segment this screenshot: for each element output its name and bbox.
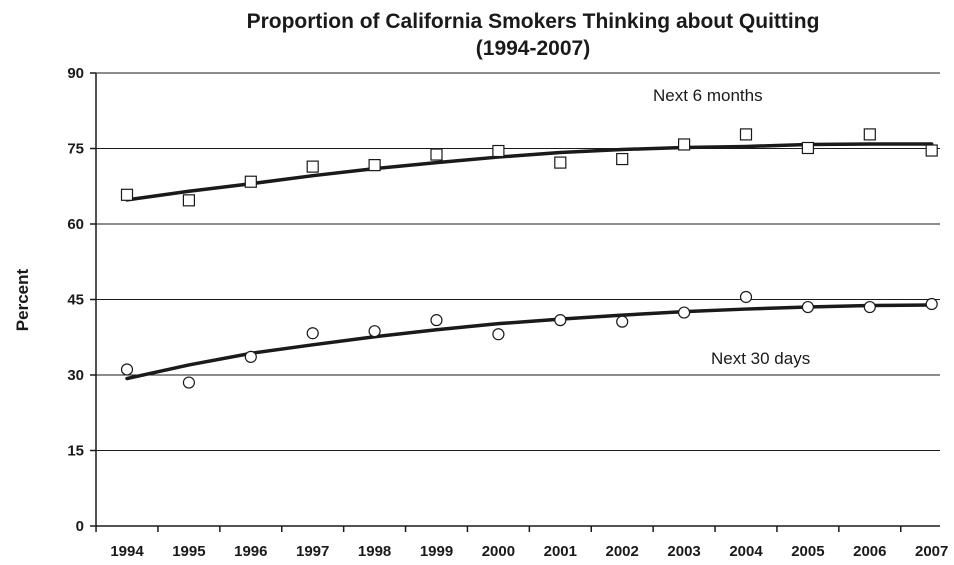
grid-lines <box>96 72 940 451</box>
square-marker <box>120 188 134 201</box>
circle-marker <box>306 327 319 340</box>
y-tick-label: 30 <box>67 367 84 384</box>
x-tick-label: 2004 <box>729 543 763 560</box>
square-marker <box>801 141 815 155</box>
circle-marker <box>430 314 443 327</box>
x-tick-label: 2005 <box>791 543 824 560</box>
circle-marker <box>554 314 567 327</box>
square-marker <box>244 175 257 188</box>
x-tick-label: 2006 <box>853 543 886 560</box>
trend-lines <box>125 142 934 381</box>
square-marker <box>739 128 753 141</box>
circle-marker <box>616 315 629 328</box>
annotation-next-6-months: Next 6 months <box>653 86 763 105</box>
circle-marker <box>677 306 691 319</box>
x-axis-ticks: 1994 1995 1996 1997 1998 1999 2000 2001 2002 2003… <box>95 526 948 560</box>
trend-line-next-30-days <box>125 303 934 381</box>
x-tick-label: 1997 <box>296 543 329 560</box>
square-marker <box>554 156 567 169</box>
circle-marker <box>801 300 815 314</box>
circle-marker <box>492 328 505 341</box>
circle-marker <box>739 290 753 304</box>
x-tick-label: 1994 <box>110 543 144 560</box>
x-tick-label: 2001 <box>544 543 577 560</box>
circle-marker <box>368 325 381 338</box>
square-marker <box>863 128 876 141</box>
square-marker <box>492 144 505 158</box>
trend-line-next-6-months <box>125 142 934 202</box>
square-marker <box>306 160 319 173</box>
chart-title: Proportion of California Smokers Thinkin… <box>247 10 820 33</box>
square-marker <box>925 144 938 157</box>
y-axis-ticks: 0 15 30 45 60 75 90 <box>67 65 96 535</box>
y-tick-label: 15 <box>67 443 84 460</box>
circle-marker <box>182 376 195 389</box>
square-marker <box>430 148 443 161</box>
square-marker <box>616 152 629 166</box>
y-tick-label: 0 <box>76 518 84 535</box>
circle-marker <box>925 297 938 311</box>
x-tick-label: 1998 <box>358 543 391 560</box>
y-tick-label: 45 <box>67 292 84 309</box>
data-markers <box>120 128 938 389</box>
x-tick-label: 1999 <box>420 543 453 560</box>
x-tick-label: 1995 <box>172 543 205 560</box>
y-axis-label: Percent <box>13 268 32 331</box>
square-marker <box>368 159 381 172</box>
circle-marker <box>863 300 876 314</box>
y-tick-label: 60 <box>67 216 84 233</box>
x-tick-label: 1996 <box>234 543 267 560</box>
x-tick-label: 2000 <box>482 543 515 560</box>
x-tick-label: 2002 <box>606 543 639 560</box>
circle-marker <box>120 363 134 376</box>
series-annotations: Next 6 months Next 30 days <box>653 86 810 368</box>
circle-marker <box>244 350 257 363</box>
x-tick-label: 2007 <box>915 543 948 560</box>
annotation-next-30-days: Next 30 days <box>711 349 810 368</box>
x-tick-label: 2003 <box>667 543 700 560</box>
y-tick-label: 90 <box>67 65 84 82</box>
y-tick-label: 75 <box>67 141 84 158</box>
square-marker <box>677 138 691 151</box>
square-marker <box>182 194 195 207</box>
chart-subtitle: (1994-2007) <box>476 37 590 60</box>
